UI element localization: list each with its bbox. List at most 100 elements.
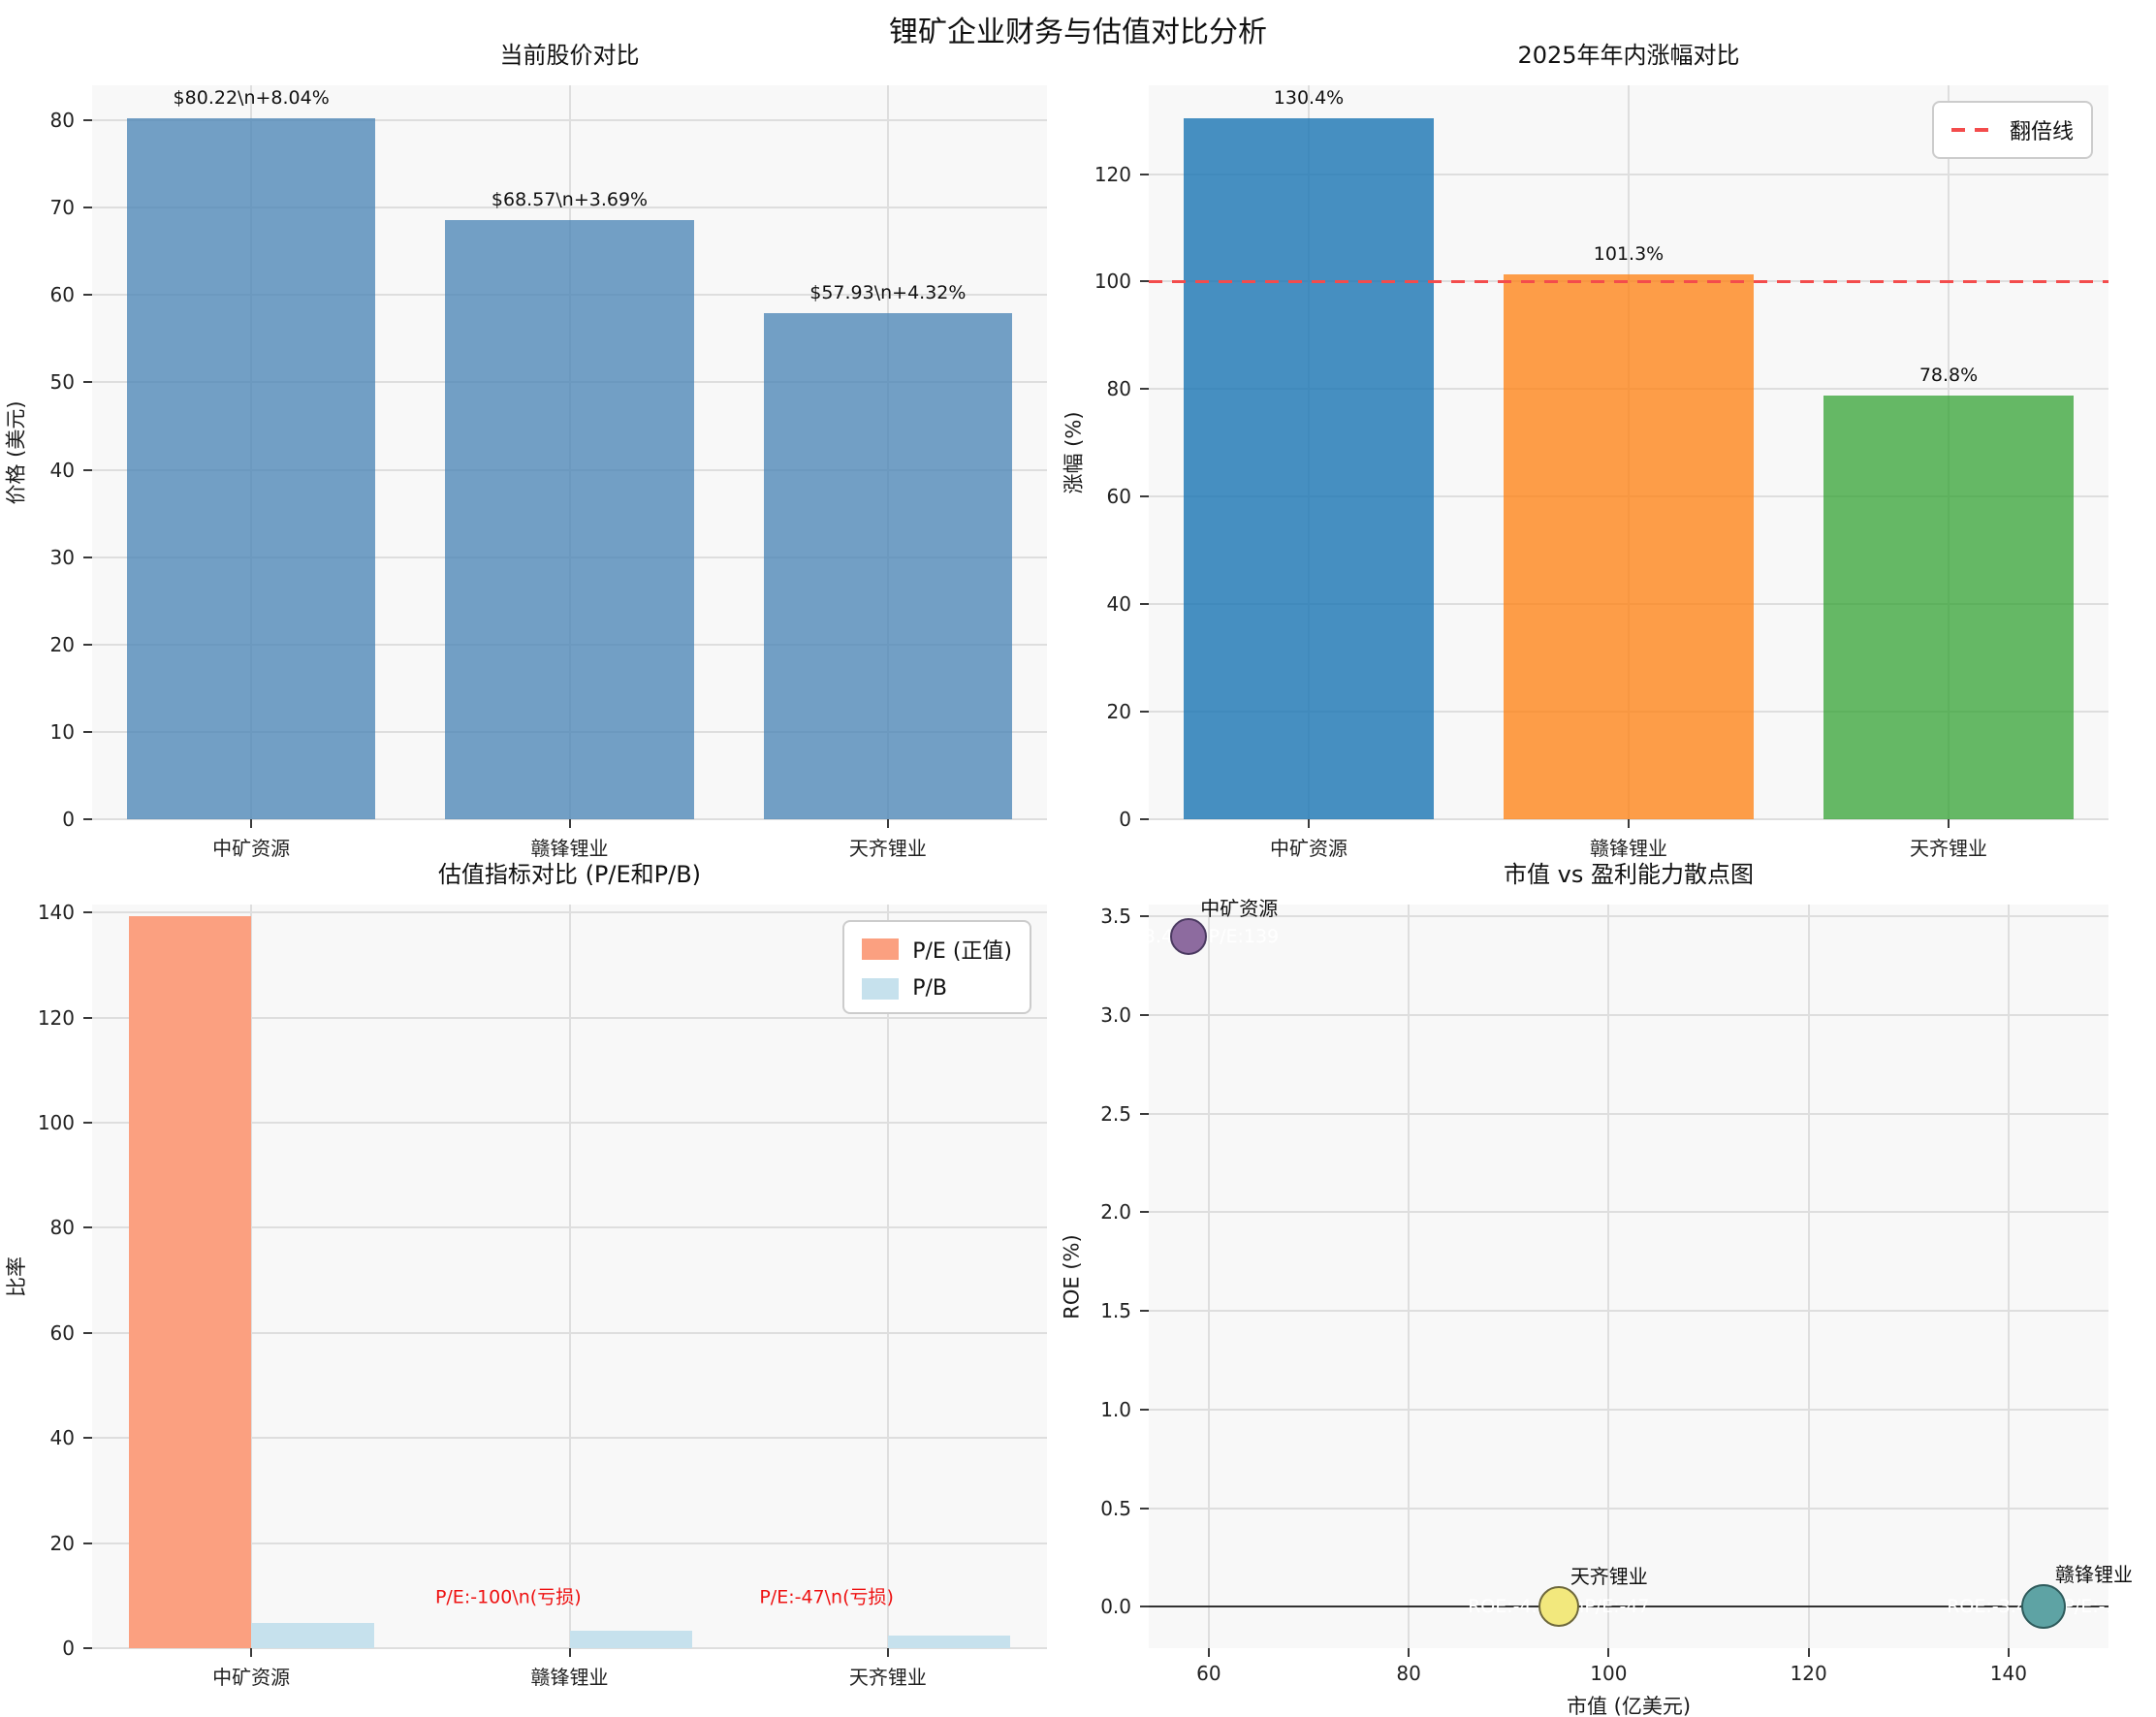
chart-scatter: 市值 vs 盈利能力散点图 ROE (%) 市值 (亿美元) 0.0 0.5 1.0 1.5…	[1061, 861, 2140, 1717]
y-tick-label: 1.0	[1100, 1397, 1131, 1421]
y-tick-label: 0	[62, 1637, 75, 1660]
y-tickmark	[1140, 1408, 1149, 1411]
legend-item-doubling-line: 翻倍线	[1950, 114, 2074, 145]
y-tickmark	[83, 119, 92, 122]
legend-box: P/E (正值) P/B	[842, 920, 1031, 1014]
y-tick-label: 70	[49, 196, 75, 220]
y-tick-label: 2.5	[1100, 1101, 1131, 1126]
y-axis-label-text: ROE (%)	[1061, 1233, 1084, 1320]
x-tickmark	[250, 1648, 253, 1657]
legend-box: 翻倍线	[1931, 101, 2093, 159]
scatter-point-中矿资源	[1170, 917, 1208, 955]
legend-label: P/B	[912, 976, 948, 1001]
x-tickmark	[568, 819, 571, 828]
bar-P/B-赣锋锂业	[569, 1630, 692, 1648]
y-tick-label: 60	[1106, 485, 1131, 509]
y-tickmark	[1140, 1310, 1149, 1313]
y-tickmark	[1140, 1013, 1149, 1016]
gridline-y	[1149, 1112, 2108, 1115]
gridline-x	[1207, 905, 1210, 1648]
x-tick-label: 赣锋锂业	[530, 837, 609, 860]
y-tickmark	[83, 1542, 92, 1544]
gridline-x	[250, 905, 253, 1648]
bar-天齐锂业	[1823, 396, 2074, 819]
bar-中矿资源	[127, 118, 376, 819]
x-tick-label: 天齐锂业	[848, 837, 927, 860]
y-axis-label-text: 价格 (美元)	[5, 399, 28, 505]
legend-dash-swatch	[1950, 128, 1996, 132]
y-tick-label: 0	[62, 808, 75, 831]
y-tickmark	[1140, 915, 1149, 918]
y-tick-label: 0.0	[1100, 1595, 1131, 1619]
x-tickmark	[886, 1648, 889, 1657]
chart-valuation: P/E:-100\n(亏损) P/E:-47\n(亏损) P/E (正值) P/B 估值…	[5, 861, 1047, 1689]
legend-item-P/E (正值): P/E (正值)	[862, 934, 1012, 965]
y-axis-label-scatter: ROE (%)	[1060, 905, 1085, 1648]
x-tickmark	[568, 1648, 571, 1657]
gridline-x	[1607, 905, 1610, 1648]
scatter-point-label-中矿资源: 中矿资源	[1200, 896, 1279, 920]
bar-value-label: $68.57\n+3.69%	[491, 189, 649, 211]
loss-annotation: P/E:-47\n(亏损)	[759, 1586, 894, 1608]
gridline-y	[1149, 1013, 2108, 1016]
y-tick-label: 1.5	[1100, 1299, 1131, 1323]
legend-label: 翻倍线	[2009, 120, 2074, 144]
gridline-x	[2007, 905, 2010, 1648]
y-axis-label-text: 涨幅 (%)	[1062, 410, 1086, 494]
gridline-y	[1149, 1408, 2108, 1411]
gridline-x	[568, 905, 571, 1648]
x-tickmark	[1807, 1648, 1810, 1657]
gridline-x	[1807, 905, 1810, 1648]
x-tickmark	[1207, 1648, 1210, 1657]
bar-中矿资源	[1184, 117, 1434, 819]
y-axis-label-valuation: 比率	[3, 905, 28, 1648]
y-tick-label: 30	[49, 545, 75, 569]
y-tickmark	[1140, 495, 1149, 498]
x-tick-label: 中矿资源	[212, 837, 291, 860]
x-tickmark	[1308, 819, 1310, 828]
bar-P/E (正值)-中矿资源	[128, 916, 252, 1648]
legend-color-swatch	[862, 938, 900, 960]
x-tick-label: 赣锋锂业	[1590, 837, 1667, 860]
y-tickmark	[83, 468, 92, 471]
y-tick-label: 120	[1094, 162, 1131, 186]
y-tickmark	[83, 556, 92, 558]
y-tickmark	[83, 207, 92, 209]
y-tick-label: 2.0	[1100, 1200, 1131, 1224]
scatter-point-label-赣锋锂业: 赣锋锂业	[2054, 1563, 2133, 1587]
x-tick-label: 100	[1590, 1662, 1628, 1685]
chart-ytd: 130.4% 101.3% 78.8% 翻倍线 2025年年内涨幅对比涨幅 (%) 0 20…	[1062, 42, 2108, 860]
y-tick-label: 80	[1106, 377, 1131, 401]
bar-value-label: 101.3%	[1593, 243, 1665, 266]
y-tick-label: 10	[49, 719, 75, 744]
x-tick-label: 中矿资源	[212, 1666, 291, 1689]
x-tick-label: 120	[1790, 1662, 1827, 1685]
y-tick-label: 80	[49, 109, 75, 133]
legend-label: P/E (正值)	[912, 939, 1012, 964]
y-tick-label: 0	[1119, 808, 1131, 831]
chart-title-ytd: 2025年年内涨幅对比	[1517, 42, 1740, 69]
bar-value-label: 130.4%	[1273, 86, 1345, 109]
plot-area-price: $80.22\n+8.04% $68.57\n+3.69% $57.93\n+4.3…	[92, 85, 1047, 820]
bar-value-label: 78.8%	[1918, 364, 1979, 386]
y-tickmark	[83, 1121, 92, 1124]
y-tick-label: 20	[1106, 700, 1131, 724]
y-tickmark	[83, 643, 92, 646]
gridline-x	[886, 905, 889, 1648]
y-tick-label: 80	[49, 1216, 75, 1240]
bar-赣锋锂业	[445, 220, 694, 819]
y-tick-label: 100	[37, 1110, 75, 1134]
bar-P/B-天齐锂业	[887, 1636, 1011, 1648]
y-axis-label-price: 价格 (美元)	[3, 85, 28, 819]
y-tickmark	[83, 1437, 92, 1440]
y-tick-label: 0.5	[1100, 1496, 1131, 1520]
bar-value-label: $80.22\n+8.04%	[173, 87, 330, 110]
chart-price: $80.22\n+8.04% $68.57\n+3.69% $57.93\n+4.3…	[5, 42, 1047, 860]
y-tick-label: 50	[49, 370, 75, 395]
chart-title-price: 当前股价对比	[499, 42, 640, 69]
y-tickmark	[1140, 1211, 1149, 1214]
y-tickmark	[1140, 1606, 1149, 1608]
x-tickmark	[1408, 1648, 1411, 1657]
y-tick-label: 20	[49, 632, 75, 656]
